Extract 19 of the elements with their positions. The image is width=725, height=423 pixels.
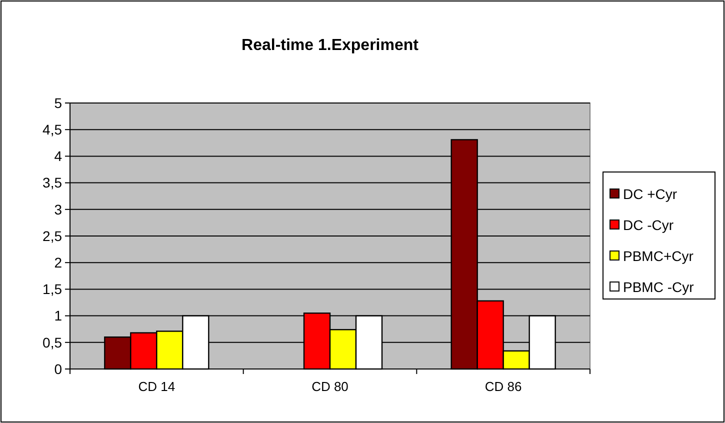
y-tick-label: 4 (54, 148, 62, 164)
y-tick-label: 4,5 (42, 122, 62, 138)
y-tick-label: 2,5 (42, 228, 62, 244)
legend-label: PBMC+Cyr (623, 248, 694, 264)
legend-label: PBMC -Cyr (623, 278, 694, 295)
legend-label: DC -Cyr (623, 216, 674, 233)
legend-label: DC +Cyr (623, 186, 678, 202)
y-tick-label: 3 (54, 201, 62, 218)
y-tick-label: 0,5 (42, 334, 62, 350)
x-tick-label: CD 80 (312, 379, 348, 394)
x-tick-label: CD 86 (484, 379, 522, 394)
chart-title: Real-time 1.Experiment (242, 37, 420, 54)
y-tick-label: 2 (54, 254, 62, 270)
y-tick-label: 5 (54, 94, 62, 111)
y-tick-label: 3,5 (42, 174, 62, 191)
y-tick-label: 0 (54, 360, 62, 377)
x-tick-label: CD 14 (138, 379, 176, 394)
y-tick-label: 1,5 (42, 281, 62, 298)
y-tick-label: 1 (54, 308, 62, 324)
